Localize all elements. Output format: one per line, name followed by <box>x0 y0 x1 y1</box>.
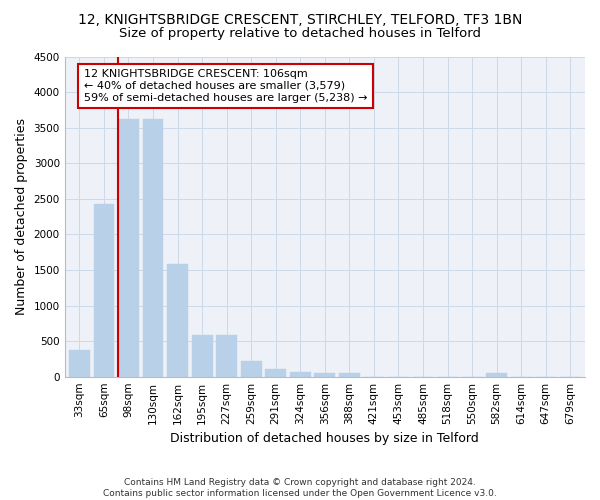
Text: 12, KNIGHTSBRIDGE CRESCENT, STIRCHLEY, TELFORD, TF3 1BN: 12, KNIGHTSBRIDGE CRESCENT, STIRCHLEY, T… <box>78 12 522 26</box>
X-axis label: Distribution of detached houses by size in Telford: Distribution of detached houses by size … <box>170 432 479 445</box>
Text: Size of property relative to detached houses in Telford: Size of property relative to detached ho… <box>119 28 481 40</box>
Bar <box>94 204 115 376</box>
Text: Contains HM Land Registry data © Crown copyright and database right 2024.
Contai: Contains HM Land Registry data © Crown c… <box>103 478 497 498</box>
Bar <box>241 361 262 376</box>
Bar <box>69 350 90 376</box>
Bar <box>118 119 139 376</box>
Text: 12 KNIGHTSBRIDGE CRESCENT: 106sqm
← 40% of detached houses are smaller (3,579)
5: 12 KNIGHTSBRIDGE CRESCENT: 106sqm ← 40% … <box>84 70 367 102</box>
Bar <box>290 372 311 376</box>
Bar <box>216 334 237 376</box>
Y-axis label: Number of detached properties: Number of detached properties <box>15 118 28 315</box>
Bar <box>339 373 360 376</box>
Bar <box>486 373 507 376</box>
Bar <box>314 373 335 376</box>
Bar <box>167 264 188 376</box>
Bar <box>265 369 286 376</box>
Bar <box>191 334 212 376</box>
Bar <box>143 119 163 376</box>
